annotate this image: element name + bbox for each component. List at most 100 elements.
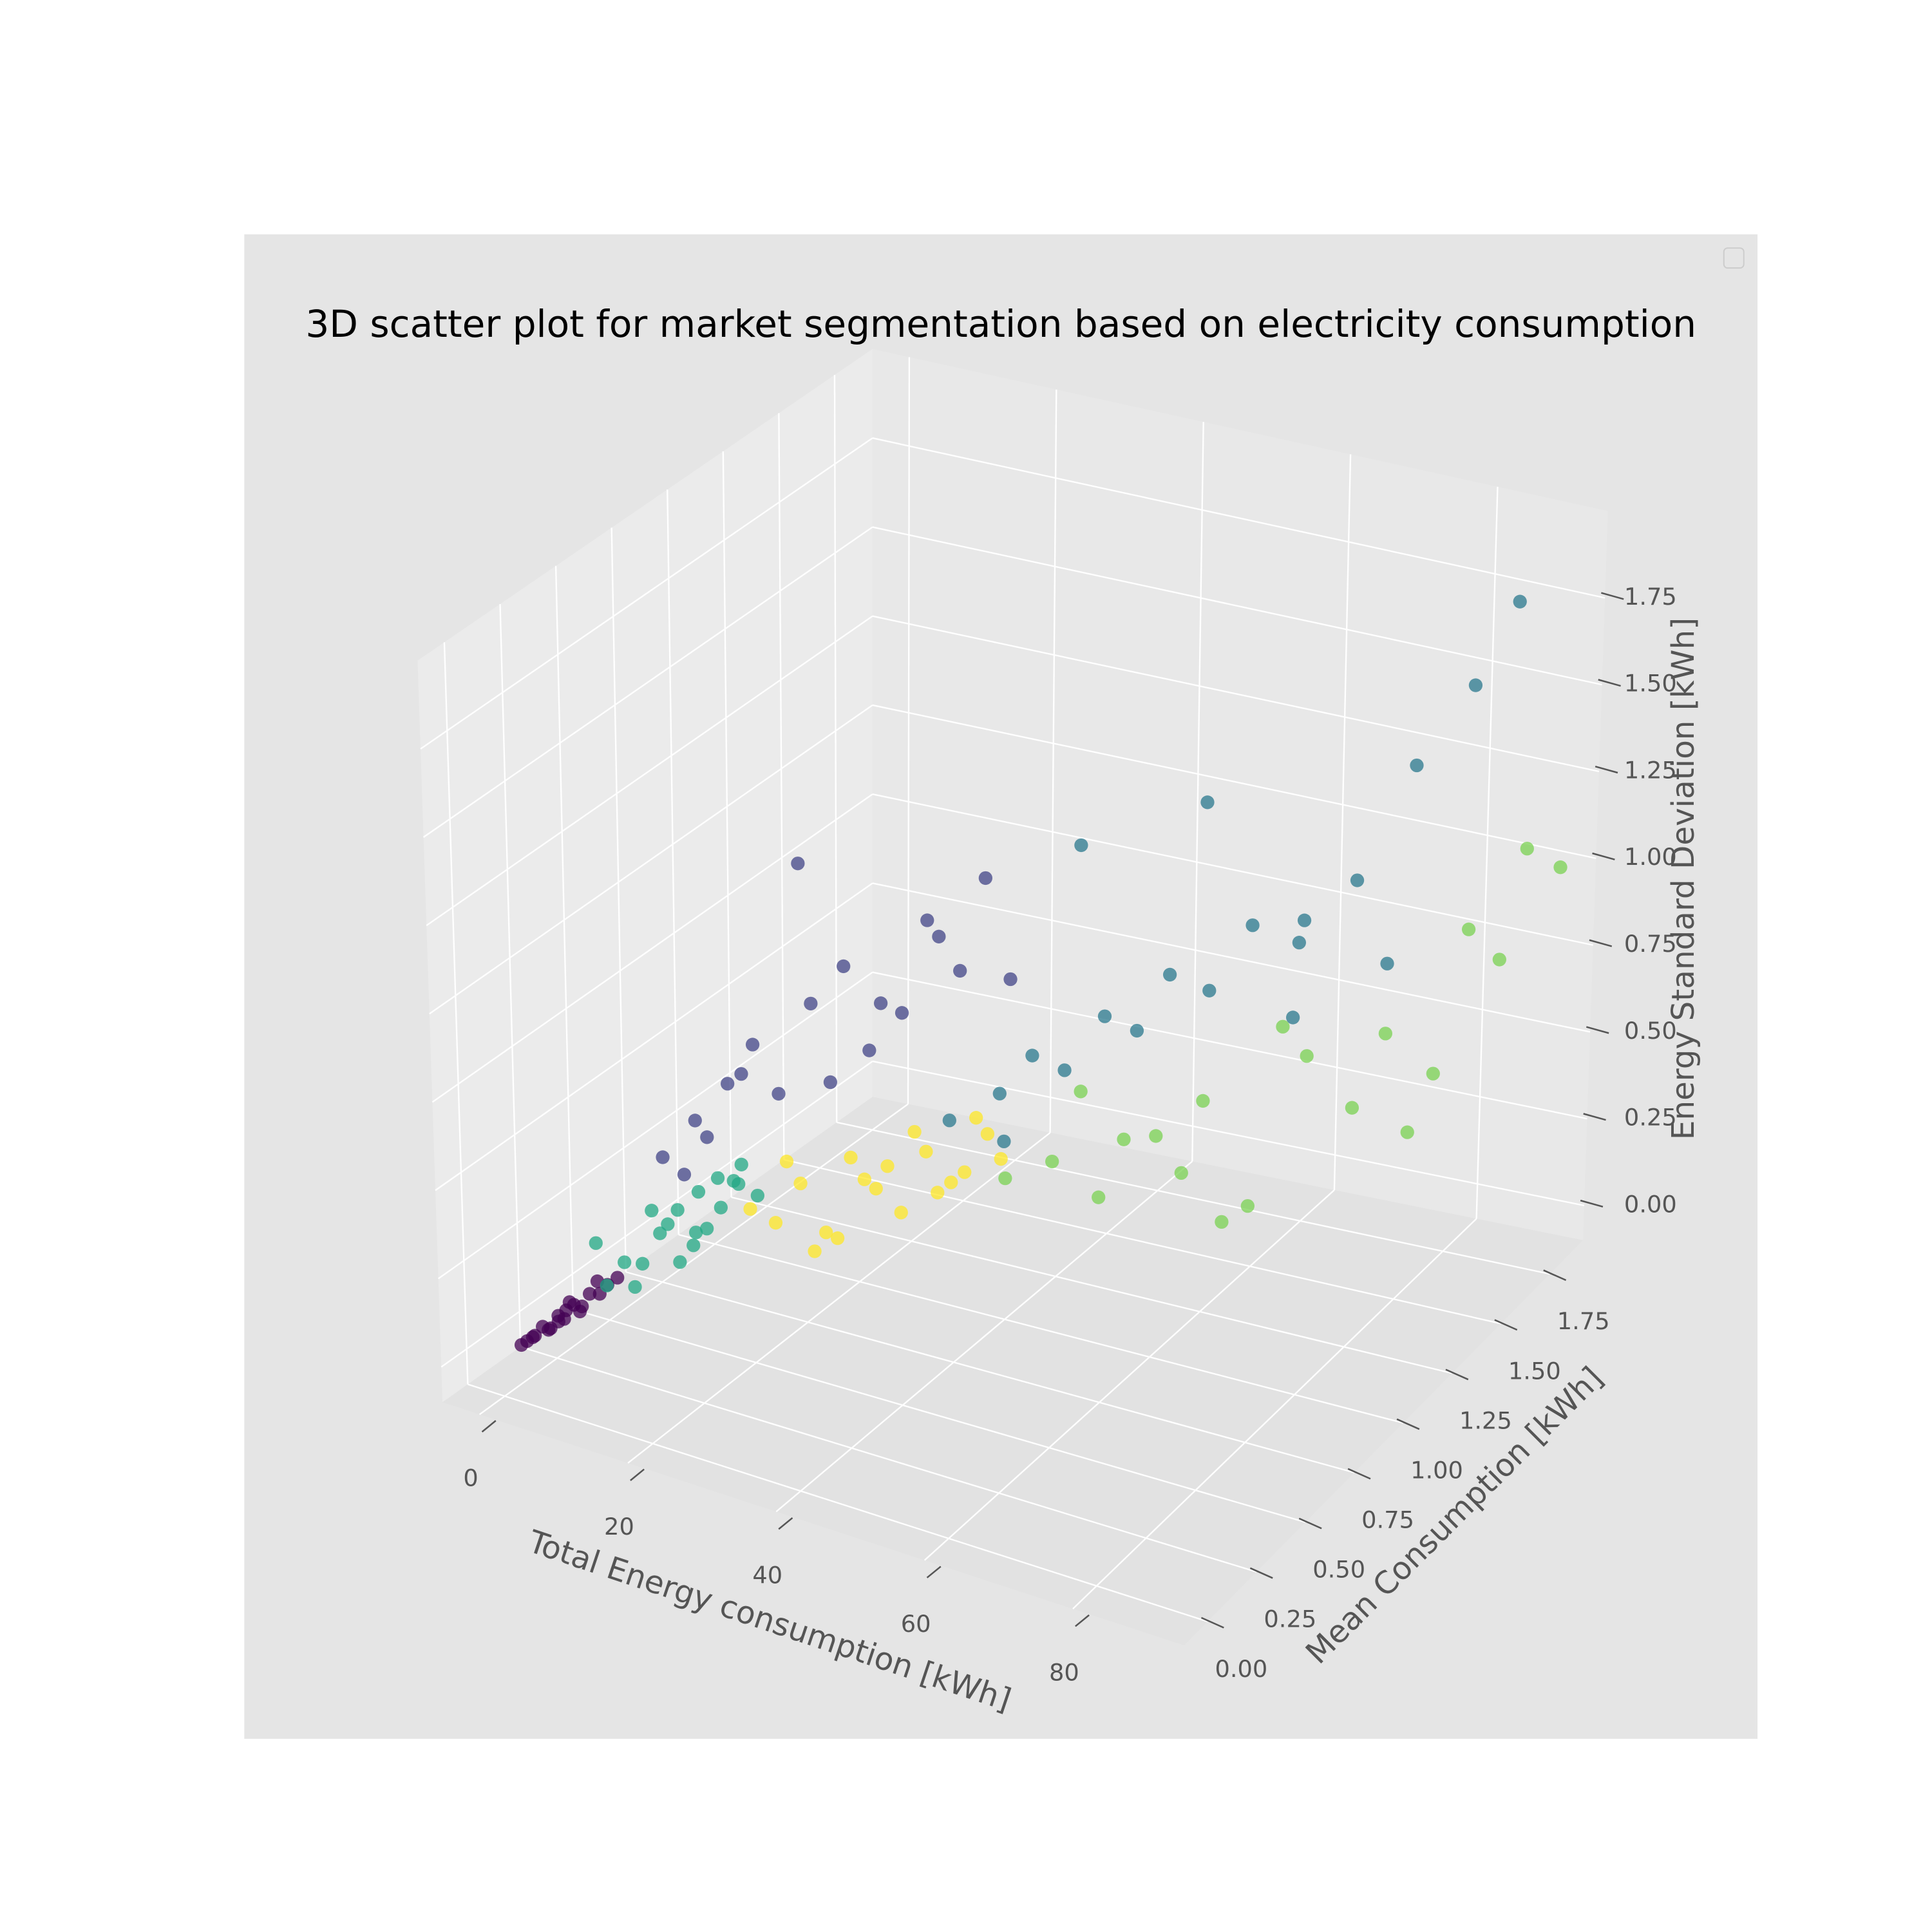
point <box>1130 1023 1144 1038</box>
point <box>994 1151 1008 1166</box>
point <box>628 1280 642 1294</box>
point <box>1410 758 1424 773</box>
tick-mark <box>1543 1269 1567 1282</box>
point <box>857 1172 871 1186</box>
point <box>611 1271 625 1285</box>
point <box>687 1238 701 1253</box>
point <box>920 913 934 927</box>
point <box>1461 922 1476 936</box>
grid-line <box>627 1132 1051 1464</box>
point <box>894 1206 908 1220</box>
grid-line <box>872 882 1591 1033</box>
x-tick-label: 80 <box>1049 1658 1079 1686</box>
point <box>772 1086 786 1101</box>
tick-mark <box>1347 1468 1371 1480</box>
z-tick-label: 0.00 <box>1624 1190 1677 1218</box>
y-tick-label: 0.25 <box>1264 1605 1316 1633</box>
point <box>808 1244 822 1258</box>
grid-line <box>573 1309 1306 1523</box>
point <box>645 1204 659 1218</box>
grid-line <box>437 971 873 1280</box>
point <box>677 1168 692 1182</box>
z-tick-label: 0.75 <box>1624 930 1677 958</box>
point <box>673 1255 687 1269</box>
point <box>710 1171 725 1185</box>
tick-mark <box>1592 852 1615 860</box>
point <box>656 1150 670 1164</box>
point <box>1245 918 1260 933</box>
grid-line <box>872 526 1602 686</box>
x-tick-label: 40 <box>752 1561 782 1589</box>
tick-mark <box>481 1419 497 1433</box>
point <box>942 1113 956 1128</box>
point <box>980 1127 995 1141</box>
point <box>582 1287 597 1301</box>
x-tick-label: 0 <box>463 1464 478 1492</box>
grid-line <box>1072 1218 1477 1610</box>
y-tick-label: 0.00 <box>1215 1655 1267 1683</box>
grid-line <box>520 1346 1257 1573</box>
point <box>958 1165 972 1179</box>
point <box>1297 913 1312 927</box>
point <box>1196 1094 1210 1108</box>
point <box>714 1200 728 1215</box>
point <box>1345 1101 1359 1115</box>
point <box>636 1256 650 1271</box>
point <box>743 1202 757 1216</box>
grid-line <box>426 615 873 927</box>
point <box>1045 1154 1059 1169</box>
point <box>1174 1166 1188 1180</box>
tick-mark <box>630 1468 645 1481</box>
point <box>1025 1048 1039 1063</box>
point <box>562 1295 577 1309</box>
point <box>1292 936 1307 950</box>
y-tick-label: 0.50 <box>1312 1556 1365 1584</box>
point <box>700 1130 714 1144</box>
tick-mark <box>1586 1026 1609 1034</box>
left-pane <box>417 348 873 1403</box>
point <box>837 959 851 974</box>
tick-mark <box>778 1517 793 1530</box>
grid-line <box>429 704 873 1015</box>
point <box>542 1323 556 1337</box>
tick-mark <box>1598 679 1621 687</box>
grid-line <box>422 526 873 838</box>
z-tick-label: 1.25 <box>1624 756 1677 784</box>
point <box>969 1111 983 1125</box>
x-tick-label: 20 <box>604 1513 634 1540</box>
point <box>907 1124 922 1139</box>
point <box>670 1203 685 1217</box>
point <box>653 1226 667 1240</box>
z-axis-label: Energy Standard Deviation [kWh] <box>1665 618 1701 1140</box>
grid-line <box>731 1196 1452 1374</box>
point <box>1092 1190 1106 1204</box>
grid-line <box>836 1121 1550 1275</box>
point <box>931 1186 945 1200</box>
y-tick-label: 0.75 <box>1361 1506 1414 1534</box>
point <box>721 1077 735 1091</box>
y-tick-label: 1.75 <box>1557 1307 1610 1335</box>
tick-mark <box>1445 1368 1469 1381</box>
point <box>953 963 967 978</box>
point <box>1513 594 1527 609</box>
point <box>1149 1129 1163 1143</box>
grid-line <box>923 1189 1335 1561</box>
legend <box>1723 247 1745 269</box>
point <box>1003 972 1018 987</box>
z-tick-label: 0.25 <box>1624 1104 1677 1132</box>
chart-title: 3D scatter plot for market segmentation … <box>305 302 1696 346</box>
point <box>589 1236 603 1250</box>
point <box>1553 860 1567 875</box>
y-tick-label: 1.25 <box>1459 1406 1512 1434</box>
point <box>779 1154 794 1169</box>
point <box>873 996 888 1010</box>
point <box>688 1113 702 1128</box>
point <box>573 1304 587 1319</box>
point <box>1074 838 1088 853</box>
point <box>526 1330 540 1345</box>
point <box>1350 873 1365 887</box>
point <box>551 1314 565 1329</box>
point <box>992 1086 1007 1101</box>
